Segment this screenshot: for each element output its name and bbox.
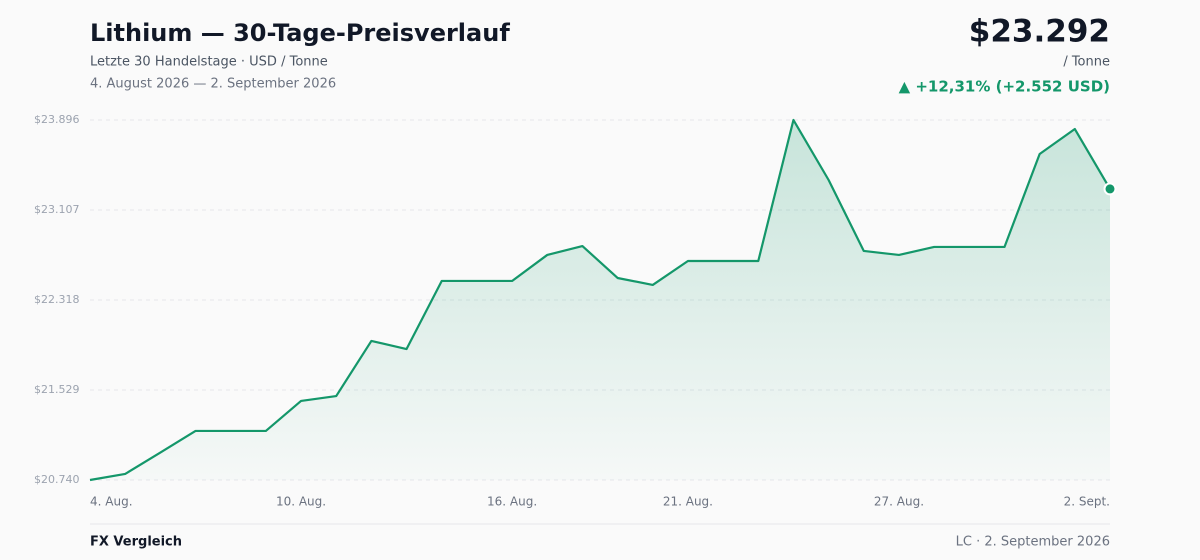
last-point	[1103, 182, 1117, 196]
price: $23.292	[969, 14, 1110, 50]
y-tick-label: $20.740	[34, 473, 80, 486]
x-tick-label: 2. Sept.	[1064, 495, 1110, 509]
price-change: ▲ +12,31% (+2.552 USD)	[899, 78, 1110, 96]
x-tick-label: 4. Aug.	[90, 495, 133, 509]
price-line	[89, 118, 1111, 482]
y-tick-label: $23.107	[34, 203, 80, 216]
y-tick-label: $23.896	[34, 113, 80, 126]
footer-credit: LC · 2. September 2026	[956, 535, 1110, 550]
x-tick-label: 27. Aug.	[874, 495, 924, 509]
x-tick-label: 21. Aug.	[663, 495, 713, 509]
y-tick-label: $22.318	[34, 293, 80, 306]
x-tick-label: 10. Aug.	[276, 495, 326, 509]
price-unit: / Tonne	[1063, 55, 1110, 70]
subtitle: Letzte 30 Handelstage · USD / Tonne	[90, 55, 328, 70]
title: Lithium — 30-Tage-Preisverlauf	[90, 19, 510, 47]
area	[90, 120, 1110, 480]
date-range: 4. August 2026 — 2. September 2026	[90, 77, 336, 92]
footer-source: FX Vergleich	[90, 535, 182, 550]
y-tick-label: $21.529	[34, 383, 80, 396]
x-tick-label: 16. Aug.	[487, 495, 537, 509]
